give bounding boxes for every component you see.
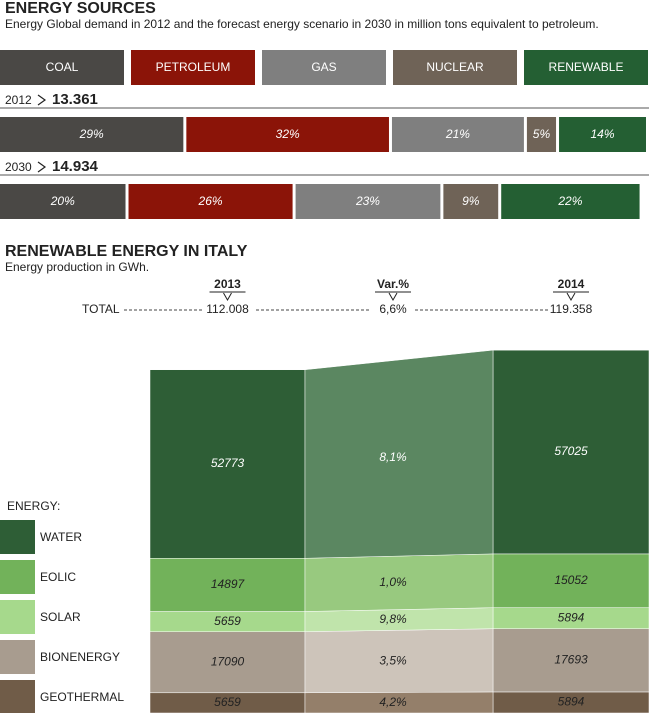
segment-label: 14897 (211, 577, 246, 591)
bar-segment (443, 184, 499, 219)
segment-label: 52773 (211, 456, 245, 470)
header-chevron (223, 292, 232, 302)
row-total: 14.934 (52, 158, 99, 175)
bar-segment (559, 117, 646, 152)
legend-title: ENERGY: (7, 499, 60, 513)
variation-label: 4,2% (379, 695, 407, 709)
segment-label: 17090 (211, 654, 245, 668)
legend-label: GEOTHERMAL (40, 690, 124, 704)
segment-label: 26% (198, 194, 223, 208)
legend-swatch (0, 600, 35, 634)
row-label: 2012 (5, 93, 32, 107)
segment-label: 17693 (554, 653, 588, 667)
total-value: 112.008 (206, 302, 249, 316)
header-chevron (388, 292, 398, 302)
segment-label: 29% (79, 127, 104, 141)
legend-label: EOLIC (40, 570, 76, 584)
chart-subtitle: Energy Global demand in 2012 and the for… (5, 17, 599, 31)
bar-segment (0, 184, 126, 219)
chart-title: RENEWABLE ENERGY IN ITALY (5, 243, 248, 260)
total-variation: 6,6% (379, 302, 407, 316)
legend-swatch (0, 50, 124, 85)
legend-swatch (524, 50, 648, 85)
legend-swatch (0, 560, 35, 594)
bar-segment (391, 117, 524, 152)
variation-band (304, 349, 494, 559)
legend-label: BIONENERGY (40, 650, 120, 664)
row-label: 2030 (5, 160, 32, 174)
bar-segment (501, 184, 640, 219)
column-header: 2014 (558, 277, 585, 291)
segment-label: 5% (533, 127, 551, 141)
chart-subtitle: Energy production in GWh. (5, 260, 149, 274)
segment-label: 5894 (558, 610, 585, 624)
legend-label: PETROLEUM (156, 60, 231, 74)
bar-segment (295, 184, 441, 219)
variation-label: 9,8% (379, 612, 407, 626)
segment-label: 32% (276, 127, 300, 141)
legend-swatch (393, 50, 517, 85)
column-segment (149, 631, 306, 694)
bar-segment (0, 117, 184, 152)
segment-label: 21% (445, 127, 470, 141)
segment-label: 5894 (558, 695, 585, 709)
column-segment (149, 369, 306, 559)
legend-swatch (0, 640, 35, 674)
row-total: 13.361 (52, 91, 98, 108)
arrow (37, 161, 47, 173)
header-chevron (566, 292, 576, 302)
bar-segment (526, 117, 557, 152)
legend-swatch (0, 520, 35, 554)
total-value: 119.358 (550, 302, 593, 316)
legend-label: COAL (46, 60, 79, 74)
segment-label: 5659 (214, 614, 241, 628)
segment-label: 57025 (554, 444, 588, 458)
segment-label: 22% (557, 194, 582, 208)
legend-swatch (131, 50, 255, 85)
segment-label: 14% (591, 127, 615, 141)
variation-label: 1,0% (379, 575, 407, 589)
bar-segment (186, 117, 389, 152)
legend-label: GAS (311, 60, 336, 74)
bar-segment (128, 184, 293, 219)
legend-label: NUCLEAR (426, 60, 484, 74)
chart-title: ENERGY SOURCES (5, 0, 156, 17)
total-label: TOTAL (82, 302, 120, 316)
segment-label: 23% (355, 194, 380, 208)
segment-label: 5659 (214, 695, 241, 709)
arrow (37, 94, 47, 106)
legend-label: RENEWABLE (549, 60, 624, 74)
legend-swatch (0, 680, 35, 713)
column-segment (492, 349, 649, 555)
legend-label: WATER (40, 530, 82, 544)
segment-label: 9% (462, 194, 480, 208)
legend-swatch (262, 50, 386, 85)
column-header: Var.% (377, 277, 409, 291)
segment-label: 20% (50, 194, 75, 208)
segment-label: 15052 (554, 573, 588, 587)
column-header: 2013 (214, 277, 241, 291)
variation-label: 8,1% (379, 450, 407, 464)
legend-label: SOLAR (40, 610, 81, 624)
variation-label: 3,5% (379, 653, 407, 667)
